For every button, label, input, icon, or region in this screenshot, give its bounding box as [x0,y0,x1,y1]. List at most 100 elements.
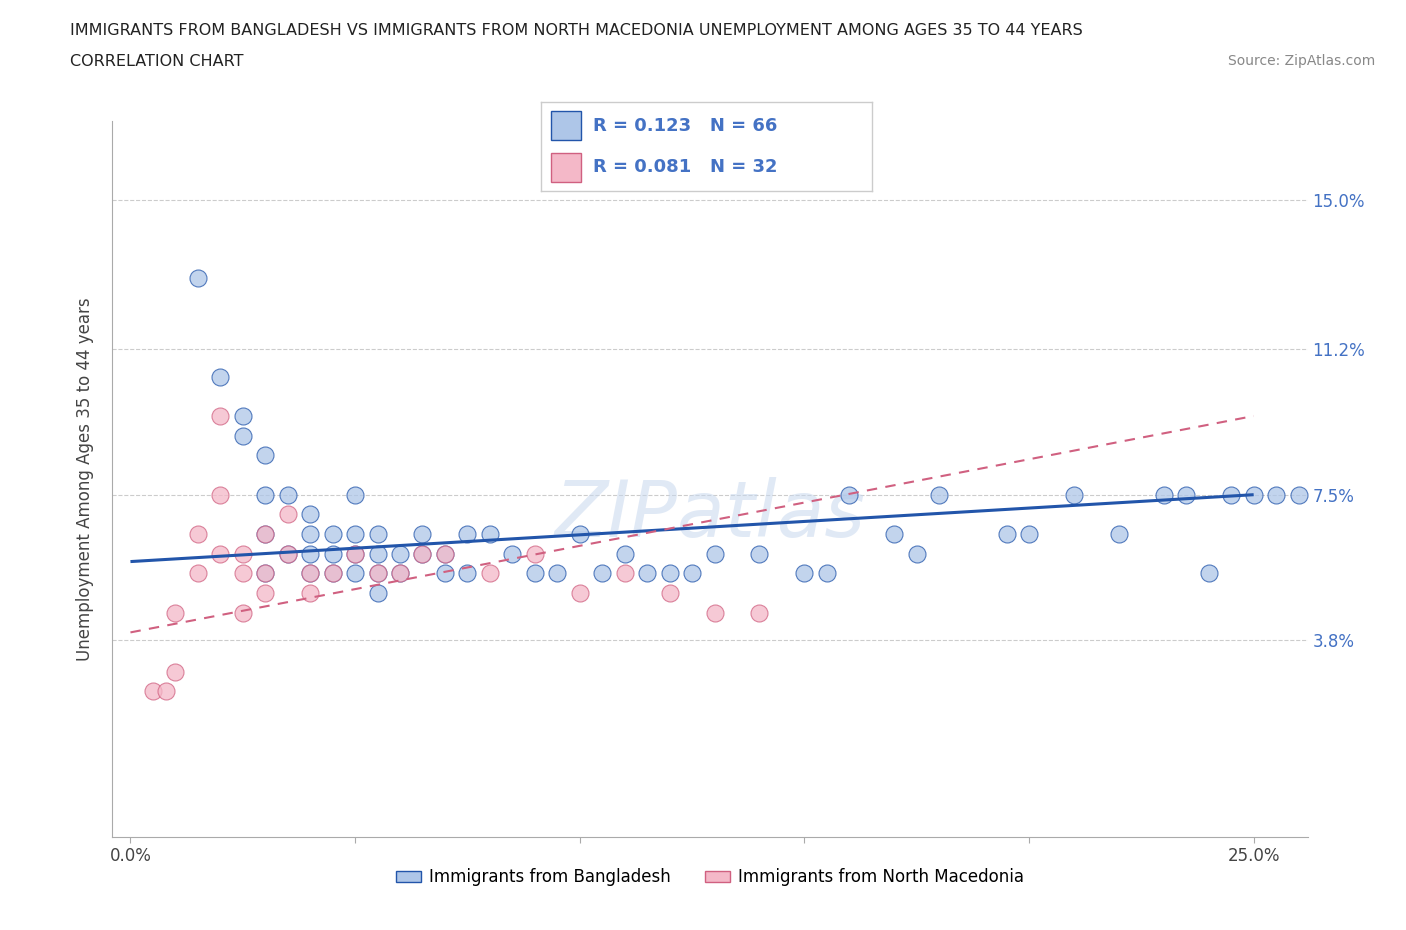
Point [411,546,433,561]
Bar [551,112,581,140]
Point [636,566,658,581]
Point [815,566,838,581]
Point [1063,487,1085,502]
Point [568,586,591,601]
Point [254,586,277,601]
Point [748,605,770,620]
Point [613,546,636,561]
Point [433,546,456,561]
Point [254,526,277,541]
Point [277,487,299,502]
Text: R = 0.123   N = 66: R = 0.123 N = 66 [592,117,778,135]
Point [209,487,232,502]
Point [1243,487,1265,502]
Point [591,566,613,581]
Point [232,428,254,443]
Point [838,487,860,502]
Point [478,566,501,581]
Point [1265,487,1288,502]
Point [546,566,568,581]
Point [299,526,322,541]
Point [501,546,523,561]
Point [411,526,433,541]
Point [433,566,456,581]
Point [322,566,344,581]
Point [1378,566,1400,581]
Point [187,566,209,581]
Text: ZIPatlas: ZIPatlas [554,477,866,552]
Point [254,566,277,581]
Point [1355,487,1378,502]
Point [165,605,187,620]
Text: IMMIGRANTS FROM BANGLADESH VS IMMIGRANTS FROM NORTH MACEDONIA UNEMPLOYMENT AMONG: IMMIGRANTS FROM BANGLADESH VS IMMIGRANTS… [70,23,1083,38]
Point [613,566,636,581]
Point [299,566,322,581]
Point [456,566,478,581]
Point [748,546,770,561]
Point [1175,487,1198,502]
Point [322,526,344,541]
Point [299,586,322,601]
Point [478,526,501,541]
Point [411,546,433,561]
Point [928,487,950,502]
Point [254,448,277,463]
Point [389,566,412,581]
Point [367,546,389,561]
Point [209,546,232,561]
Point [905,546,928,561]
Point [254,526,277,541]
Bar [551,153,581,182]
Point [389,546,412,561]
Point [658,566,681,581]
Point [995,526,1018,541]
Point [232,546,254,561]
Point [367,586,389,601]
Point [187,526,209,541]
Point [232,605,254,620]
Point [344,546,367,561]
Point [367,566,389,581]
Point [344,487,367,502]
Point [523,566,546,581]
Point [322,566,344,581]
Legend: Immigrants from Bangladesh, Immigrants from North Macedonia: Immigrants from Bangladesh, Immigrants f… [389,862,1031,893]
Point [1018,526,1040,541]
Point [299,566,322,581]
Point [277,546,299,561]
Point [1198,566,1220,581]
Point [344,526,367,541]
Point [254,487,277,502]
Point [1288,487,1310,502]
Point [232,566,254,581]
Point [1108,526,1130,541]
Point [277,507,299,522]
Text: CORRELATION CHART: CORRELATION CHART [70,54,243,69]
Point [389,566,412,581]
Point [1153,487,1175,502]
Point [703,546,725,561]
Point [523,546,546,561]
Point [367,566,389,581]
Point [187,271,209,286]
Point [254,566,277,581]
Point [299,507,322,522]
Point [367,526,389,541]
Point [209,408,232,423]
Point [1333,566,1355,581]
Point [703,605,725,620]
Text: R = 0.081   N = 32: R = 0.081 N = 32 [592,158,778,176]
Point [883,526,905,541]
Point [299,546,322,561]
Point [344,546,367,561]
Point [793,566,815,581]
Point [1220,487,1243,502]
Point [681,566,703,581]
Y-axis label: Unemployment Among Ages 35 to 44 years: Unemployment Among Ages 35 to 44 years [76,298,94,660]
Point [322,546,344,561]
Point [277,546,299,561]
Point [232,408,254,423]
Point [456,526,478,541]
Text: Source: ZipAtlas.com: Source: ZipAtlas.com [1227,54,1375,68]
Point [209,369,232,384]
